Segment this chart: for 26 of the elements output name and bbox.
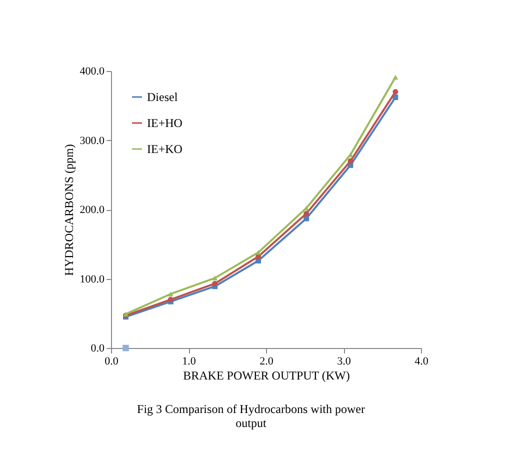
y-tick-label: 200.0	[80, 204, 105, 216]
point	[212, 276, 218, 280]
y-tick-label: 100.0	[80, 273, 105, 286]
x-axis-title: BRAKE POWER OUTPUT (KW)	[183, 368, 350, 382]
x-tick-label: 3.0	[337, 356, 352, 368]
y-tick-label: 300.0	[80, 134, 105, 147]
point	[348, 152, 354, 158]
y-tick-label: 400.0	[80, 66, 105, 78]
legend-label: Diesel	[147, 90, 178, 104]
x-tick-label: 2.0	[260, 356, 274, 368]
point	[122, 344, 129, 352]
point	[212, 280, 218, 286]
point	[256, 250, 261, 255]
point	[348, 158, 354, 164]
legend-label: IE+KO	[147, 142, 183, 156]
x-tick-label: 0.0	[104, 356, 119, 368]
point	[304, 210, 310, 216]
point	[392, 74, 398, 80]
y-axis-title: HYDROCARBONS (ppm)	[62, 144, 76, 276]
y-tick-label: 0.0	[90, 342, 105, 354]
point	[392, 89, 398, 95]
legend-label: IE+HO	[147, 116, 183, 130]
caption: Fig 3 Comparison of Hydrocarbons with power output	[137, 402, 365, 430]
x-tick-label: 4.0	[414, 356, 429, 368]
x-tick-label: 1.0	[182, 356, 196, 368]
point	[168, 292, 174, 296]
